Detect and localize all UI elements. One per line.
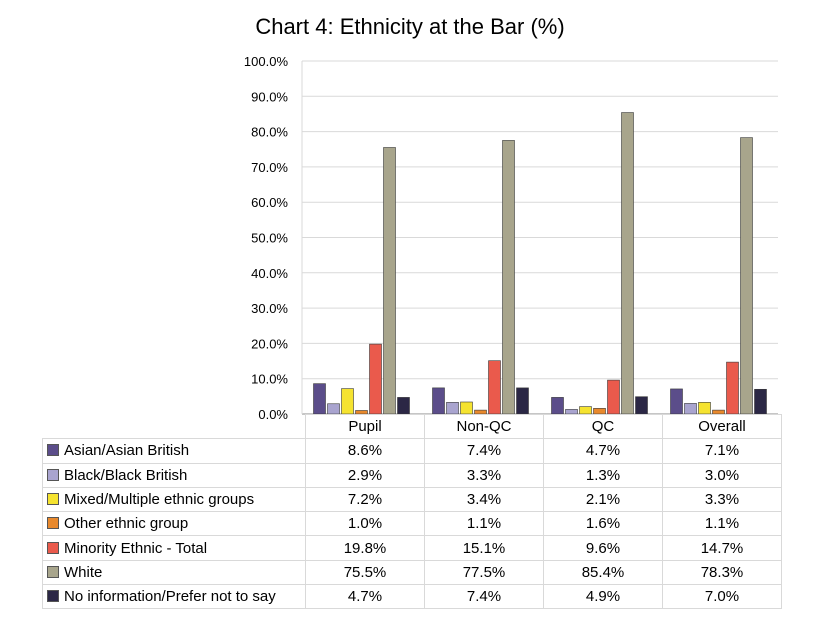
bar [635, 396, 648, 415]
y-tick-label: 90.0% [251, 89, 288, 104]
y-tick-label: 80.0% [251, 125, 288, 140]
data-value-cell: 3.0% [662, 462, 782, 488]
bar [551, 397, 564, 415]
y-tick-label: 70.0% [251, 160, 288, 175]
data-value-cell: 3.3% [662, 486, 782, 513]
bar [502, 140, 515, 415]
bar [670, 388, 683, 415]
bar [607, 379, 620, 415]
y-tick-label: 20.0% [251, 336, 288, 351]
chart-title: Chart 4: Ethnicity at the Bar (%) [255, 14, 565, 39]
bar [488, 360, 501, 415]
category-label: Non-QC [424, 413, 544, 440]
bar [621, 112, 634, 415]
series-name: Asian/Asian British [64, 442, 190, 460]
series-legend-label: Other ethnic group [42, 511, 306, 537]
bar [579, 406, 592, 415]
category-label: QC [543, 413, 663, 440]
y-tick-label: 40.0% [251, 266, 288, 281]
series-legend-label: No information/Prefer not to say [42, 584, 306, 610]
bar [446, 402, 459, 415]
data-value-cell: 19.8% [305, 535, 425, 561]
data-value-cell: 7.4% [424, 438, 544, 464]
data-value-cell: 14.7% [662, 535, 782, 561]
table-row: White 75.5% 77.5% 85.4% 78.3% [42, 559, 782, 586]
data-value-cell: 7.1% [662, 438, 782, 464]
y-tick-label: 50.0% [251, 231, 288, 246]
bar [341, 388, 354, 415]
bar [460, 401, 473, 415]
series-name: No information/Prefer not to say [64, 588, 276, 606]
data-value-cell: 1.0% [305, 511, 425, 537]
series-legend-label: White [42, 559, 306, 586]
table-corner [43, 415, 306, 439]
data-value-cell: 4.7% [305, 584, 425, 610]
table-row: Asian/Asian British 8.6% 7.4% 4.7% 7.1% [42, 438, 782, 464]
table-row: Other ethnic group 1.0% 1.1% 1.6% 1.1% [42, 511, 782, 537]
category-label: Pupil [305, 413, 425, 440]
bar [397, 397, 410, 415]
legend-swatch [47, 517, 59, 530]
bar [726, 361, 739, 415]
bar [516, 387, 529, 415]
series-name: Mixed/Multiple ethnic groups [64, 491, 255, 509]
legend-swatch [47, 444, 59, 457]
legend-swatch [47, 468, 59, 481]
bar [313, 383, 326, 415]
data-value-cell: 3.4% [424, 486, 544, 513]
data-value-cell: 1.1% [424, 511, 544, 537]
table-row: Mixed/Multiple ethnic groups 7.2% 3.4% 2.1%… [42, 486, 782, 513]
table-row: No information/Prefer not to say 4.7% 7.4%… [42, 584, 782, 610]
data-value-cell: 85.4% [543, 559, 663, 586]
y-tick-label: 10.0% [251, 372, 288, 387]
y-tick-label: 60.0% [251, 195, 288, 210]
bar [383, 147, 396, 415]
bar [327, 403, 340, 415]
data-value-cell: 8.6% [305, 438, 425, 464]
data-value-cell: 3.3% [424, 462, 544, 488]
y-tick-label: 100.0% [244, 54, 289, 69]
data-value-cell: 78.3% [662, 559, 782, 586]
data-value-cell: 1.6% [543, 511, 663, 537]
data-value-cell: 2.9% [305, 462, 425, 488]
bar-chart-plot: 0.0% 10.0% 20.0% 30.0% 40.0% 50.0% 60.0% 70.0% 8… [244, 54, 778, 420]
bar [754, 388, 767, 415]
data-value-cell: 7.0% [662, 584, 782, 610]
bar [432, 387, 445, 415]
data-value-cell: 77.5% [424, 559, 544, 586]
series-name: Minority Ethnic - Total [64, 539, 208, 557]
data-value-cell: 15.1% [424, 535, 544, 561]
data-value-cell: 75.5% [305, 559, 425, 586]
series-legend-label: Black/Black British [42, 462, 306, 488]
data-value-cell: 1.3% [543, 462, 663, 488]
series-legend-label: Asian/Asian British [42, 438, 306, 464]
table-row: Black/Black British 2.9% 3.3% 1.3% 3.0% [42, 462, 782, 488]
bar [369, 343, 382, 415]
series-name: White [64, 563, 103, 581]
bar [684, 403, 697, 415]
series-legend-label: Minority Ethnic - Total [42, 535, 306, 561]
data-value-cell: 4.9% [543, 584, 663, 610]
chart-data-table: Pupil Non-QC QC Overall Asian/Asian British 8… [42, 413, 782, 610]
series-name: Other ethnic group [64, 515, 189, 533]
bar [740, 137, 753, 415]
bar [698, 402, 711, 415]
category-label: Overall [662, 413, 782, 440]
data-value-cell: 1.1% [662, 511, 782, 537]
data-value-cell: 4.7% [543, 438, 663, 464]
data-value-cell: 7.4% [424, 584, 544, 610]
legend-swatch [47, 541, 59, 554]
data-value-cell: 9.6% [543, 535, 663, 561]
y-tick-label: 30.0% [251, 301, 288, 316]
legend-swatch [47, 565, 59, 578]
data-value-cell: 2.1% [543, 486, 663, 513]
data-value-cell: 7.2% [305, 486, 425, 513]
legend-swatch [47, 590, 59, 603]
table-row: Minority Ethnic - Total 19.8% 15.1% 9.6% 14.… [42, 535, 782, 561]
series-name: Black/Black British [64, 466, 188, 484]
y-tick-label: 0.0% [258, 407, 288, 420]
table-header-row: Pupil Non-QC QC Overall [43, 413, 782, 440]
series-legend-label: Mixed/Multiple ethnic groups [42, 486, 306, 513]
legend-swatch [47, 493, 59, 506]
